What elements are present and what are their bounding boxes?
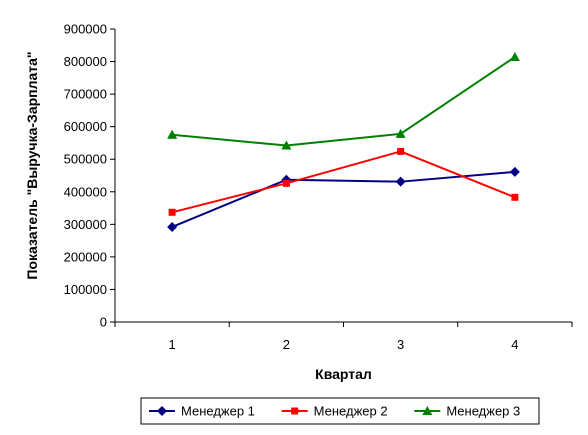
x-axis-title: Квартал [315,366,372,382]
data-point [281,140,292,150]
x-tick-label: 4 [511,337,518,352]
y-tick-label: 800000 [64,54,107,69]
data-point [167,129,178,139]
y-tick-label: 500000 [64,152,107,167]
legend-label: Менеджер 2 [314,404,388,419]
data-point [509,51,520,61]
data-point [511,193,519,201]
axes [114,29,572,323]
legend-item: Менеджер 1 [149,404,255,419]
y-tick-label: 700000 [64,87,107,102]
legend-label: Менеджер 1 [181,404,255,419]
legend: Менеджер 1 Менеджер 2 Менеджер 3 [140,397,540,425]
data-point [509,166,520,177]
y-tick-label: 200000 [64,249,107,264]
series-line [172,56,516,147]
x-axis-ticks: 1 2 3 4 [114,322,573,352]
y-tick-label: 600000 [64,119,107,134]
x-tick-label: 2 [283,337,290,352]
legend-marker [422,406,433,415]
y-tick-label: 900000 [64,22,107,37]
y-tick-label: 300000 [64,217,107,232]
legend-label: Менеджер 3 [446,404,520,419]
data-point [167,221,178,232]
series-1 [167,166,520,232]
data-point [395,176,406,187]
y-axis-title: Показатель "Выручка-Зарплата" [24,51,40,279]
legend-box [140,397,540,425]
series-line [171,150,516,214]
legend-item: Менеджер 2 [281,404,388,419]
data-point [168,208,176,216]
y-tick-label: 100000 [64,282,107,297]
series-layer [167,51,520,232]
x-tick-label: 3 [397,337,404,352]
series-3 [167,51,520,150]
legend-item: Менеджер 3 [414,404,520,419]
y-axis-ticks: 0 100000 200000 300000 400000 500000 600000 700… [64,22,115,330]
series-2 [168,147,519,216]
x-tick-label: 1 [169,337,176,352]
legend-marker [291,407,299,415]
y-tick-label: 400000 [64,184,107,199]
y-tick-label: 0 [100,315,107,330]
data-point [397,147,405,155]
series-line [171,170,515,228]
data-point [282,179,290,187]
legend-marker [157,406,167,416]
data-point [395,128,406,138]
